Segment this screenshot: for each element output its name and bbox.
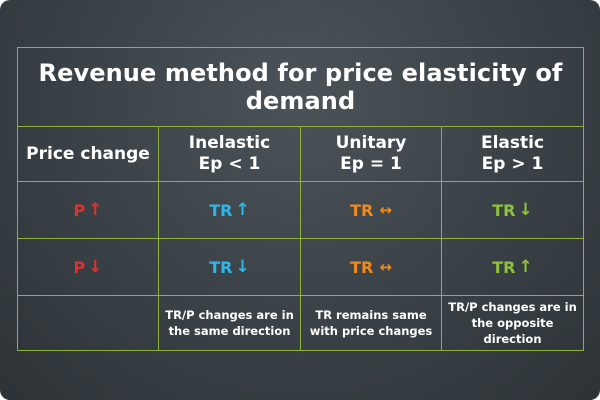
header-row: Price change Inelastic Ep < 1 Unitary Ep… <box>17 126 585 182</box>
tr-label: TR <box>492 200 516 220</box>
cell-elastic-tr: TR ↓ <box>440 181 585 239</box>
note-unitary: TR remains same with price changes <box>300 295 442 351</box>
cell-unitary-tr: TR ↔ <box>300 181 442 239</box>
title-row: Revenue method for price elasticity of d… <box>16 47 585 127</box>
down-arrow-icon: ↓ <box>518 199 533 220</box>
tr-label: TR <box>350 200 374 220</box>
cell-unitary-tr: TR ↔ <box>300 238 442 296</box>
table-row: P ↓ TR ↓ TR ↔ TR ↑ <box>17 238 585 296</box>
down-arrow-icon: ↓ <box>235 256 250 277</box>
up-arrow-icon: ↑ <box>235 199 250 220</box>
left-right-arrow-icon: ↔ <box>379 200 392 219</box>
cell-price-decrease: P ↓ <box>17 238 159 296</box>
cell-elastic-tr: TR ↑ <box>440 238 585 296</box>
up-arrow-icon: ↑ <box>88 199 103 220</box>
note-elastic: TR/P changes are in the opposite directi… <box>440 295 585 351</box>
cell-inelastic-tr: TR ↓ <box>158 238 301 296</box>
elasticity-table: Revenue method for price elasticity of d… <box>16 47 585 351</box>
left-right-arrow-icon: ↔ <box>379 257 392 276</box>
note-inelastic: TR/P changes are in the same direction <box>158 295 301 351</box>
header-unitary: Unitary Ep = 1 <box>300 126 442 182</box>
down-arrow-icon: ↓ <box>88 256 103 277</box>
cell-inelastic-tr: TR ↑ <box>158 181 301 239</box>
table-title: Revenue method for price elasticity of d… <box>16 47 585 127</box>
up-arrow-icon: ↑ <box>518 256 533 277</box>
notes-row: TR/P changes are in the same direction T… <box>17 295 585 351</box>
header-inelastic: Inelastic Ep < 1 <box>158 126 301 182</box>
tr-label: TR <box>209 200 233 220</box>
tr-label: TR <box>209 257 233 277</box>
table-row: P ↑ TR ↑ TR ↔ TR ↓ <box>17 181 585 239</box>
header-price-change: Price change <box>17 126 159 182</box>
tr-label: TR <box>350 257 374 277</box>
price-label: P <box>73 200 86 220</box>
note-empty-cell <box>17 295 159 351</box>
cell-price-increase: P ↑ <box>17 181 159 239</box>
tr-label: TR <box>492 257 516 277</box>
header-elastic: Elastic Ep > 1 <box>440 126 585 182</box>
price-label: P <box>73 257 86 277</box>
